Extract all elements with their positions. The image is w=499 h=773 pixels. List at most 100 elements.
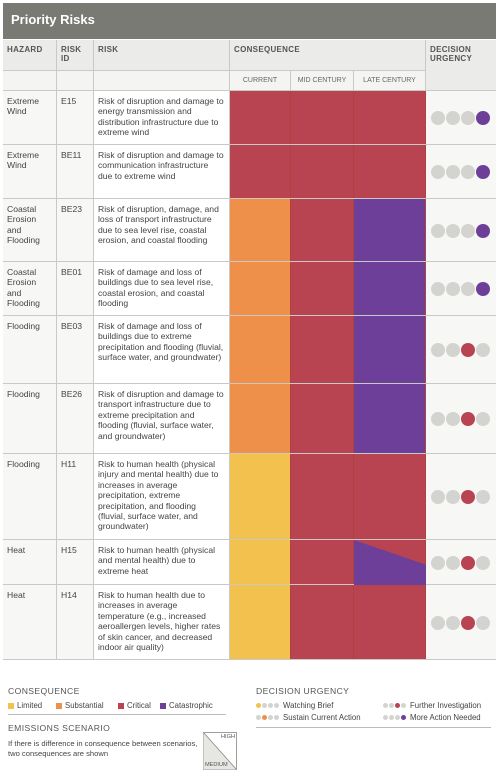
watching-brief-dots: [256, 703, 280, 708]
legend-consequence-title: CONSEQUENCE: [8, 686, 80, 696]
emissions-scenario-icon: HIGH MEDIUM: [203, 732, 237, 770]
hazard-cell: Flooding: [3, 454, 57, 539]
consequence-current-cell: [230, 316, 291, 383]
urgency-dots: [431, 412, 493, 426]
header-risk: RISK: [94, 40, 230, 71]
risk-description-cell: Risk to human health (physical and menta…: [94, 540, 230, 584]
risk-description-cell: Risk of damage and loss of buildings due…: [94, 316, 230, 383]
legend-limited: Limited: [8, 701, 42, 710]
table-row: Coastal Erosion and Flooding BE01 Risk of …: [3, 262, 496, 316]
subheader-late-century: LATE CENTURY: [354, 71, 426, 91]
legend-divider: [8, 714, 226, 715]
critical-swatch: [118, 702, 124, 709]
risk-id-cell: BE01: [57, 262, 94, 315]
legend-critical: Critical: [118, 701, 151, 710]
legend-urgency-title: DECISION URGENCY: [256, 686, 350, 696]
legend-watching-brief-label: Watching Brief: [283, 701, 334, 710]
consequence-late-cell: [354, 585, 426, 659]
decision-urgency-cell: [426, 262, 496, 315]
table-row: Coastal Erosion and Flooding BE23 Risk of …: [3, 199, 496, 262]
header-decision-urgency: DECISION URGENCY: [426, 40, 496, 91]
emissions-medium-label: MEDIUM: [205, 762, 228, 768]
risk-description-cell: Risk of disruption and damage to transpo…: [94, 384, 230, 453]
table-row: Flooding BE26 Risk of disruption and damag…: [3, 384, 496, 454]
urgency-dot: [461, 490, 475, 504]
urgency-dot: [431, 165, 445, 179]
consequence-late-cell: [354, 145, 426, 198]
limited-swatch: [8, 702, 14, 709]
legend-critical-label: Critical: [127, 701, 151, 710]
decision-urgency-cell: [426, 540, 496, 584]
table-row: Extreme Wind E15 Risk of disruption and da…: [3, 91, 496, 145]
decision-urgency-cell: [426, 384, 496, 453]
decision-urgency-cell: [426, 316, 496, 383]
legend-more-action: More Action Needed: [383, 713, 481, 722]
consequence-mid-cell: [291, 540, 354, 584]
urgency-dots: [431, 490, 493, 504]
consequence-mid-cell: [291, 262, 354, 315]
hazard-cell: Heat: [3, 585, 57, 659]
urgency-dot: [461, 343, 475, 357]
urgency-dot: [431, 282, 445, 296]
legend-divider: [256, 727, 491, 728]
consequence-current-cell: [230, 262, 291, 315]
decision-urgency-cell: [426, 199, 496, 261]
emissions-high-label: HIGH: [221, 734, 235, 740]
legend-substantial: Substantial: [56, 701, 104, 710]
legend-emissions-note: If there is difference in consequence be…: [8, 739, 198, 758]
subheader-blank: [94, 71, 230, 91]
legend-limited-label: Limited: [17, 701, 43, 710]
legend: CONSEQUENCE Limited Substantial Critical…: [0, 680, 499, 773]
consequence-current-cell: [230, 91, 291, 144]
hazard-cell: Extreme Wind: [3, 145, 57, 198]
consequence-current-cell: [230, 540, 291, 584]
more-action-dots: [383, 715, 407, 720]
urgency-dots: [431, 556, 493, 570]
consequence-mid-cell: [291, 199, 354, 261]
urgency-dot: [446, 282, 460, 296]
hazard-cell: Coastal Erosion and Flooding: [3, 262, 57, 315]
urgency-dot: [476, 224, 490, 238]
urgency-dots: [431, 224, 493, 238]
substantial-swatch: [56, 702, 62, 709]
urgency-dot: [446, 412, 460, 426]
legend-catastrophic-label: Catastrophic: [169, 701, 213, 710]
risk-description-cell: Risk of disruption and damage to communi…: [94, 145, 230, 198]
subheader-blank: [57, 71, 94, 91]
consequence-mid-cell: [291, 91, 354, 144]
hazard-cell: Heat: [3, 540, 57, 584]
table-row: Heat H14 Risk to human health due to incre…: [3, 585, 496, 660]
legend-further-investigation-label: Further Investigation: [410, 701, 482, 710]
consequence-current-cell: [230, 585, 291, 659]
decision-urgency-cell: [426, 145, 496, 198]
consequence-late-cell: [354, 199, 426, 261]
urgency-dots: [431, 616, 493, 630]
consequence-late-cell: [354, 262, 426, 315]
decision-urgency-cell: [426, 454, 496, 539]
urgency-dot: [431, 412, 445, 426]
table-row: Flooding H11 Risk to human health (physica…: [3, 454, 496, 540]
consequence-mid-cell: [291, 316, 354, 383]
legend-watching-brief: Watching Brief: [256, 701, 333, 710]
legend-emissions-title: EMISSIONS SCENARIO: [8, 723, 111, 733]
consequence-current-cell: [230, 454, 291, 539]
header-risk-id: RISK ID: [57, 40, 94, 71]
catastrophic-swatch: [160, 702, 166, 709]
consequence-late-cell: [354, 384, 426, 453]
urgency-dot: [446, 490, 460, 504]
risk-id-cell: H14: [57, 585, 94, 659]
urgency-dot: [461, 224, 475, 238]
risk-description-cell: Risk to human health (physical injury an…: [94, 454, 230, 539]
urgency-dot: [446, 224, 460, 238]
urgency-dot: [476, 490, 490, 504]
urgency-dot: [461, 111, 475, 125]
urgency-dot: [446, 616, 460, 630]
risk-id-cell: BE26: [57, 384, 94, 453]
risk-description-cell: Risk of disruption, damage, and loss of …: [94, 199, 230, 261]
consequence-current-cell: [230, 145, 291, 198]
header-consequence: CONSEQUENCE: [230, 40, 426, 71]
hazard-cell: Extreme Wind: [3, 91, 57, 144]
consequence-mid-cell: [291, 384, 354, 453]
urgency-dots: [431, 165, 493, 179]
consequence-current-cell: [230, 199, 291, 261]
